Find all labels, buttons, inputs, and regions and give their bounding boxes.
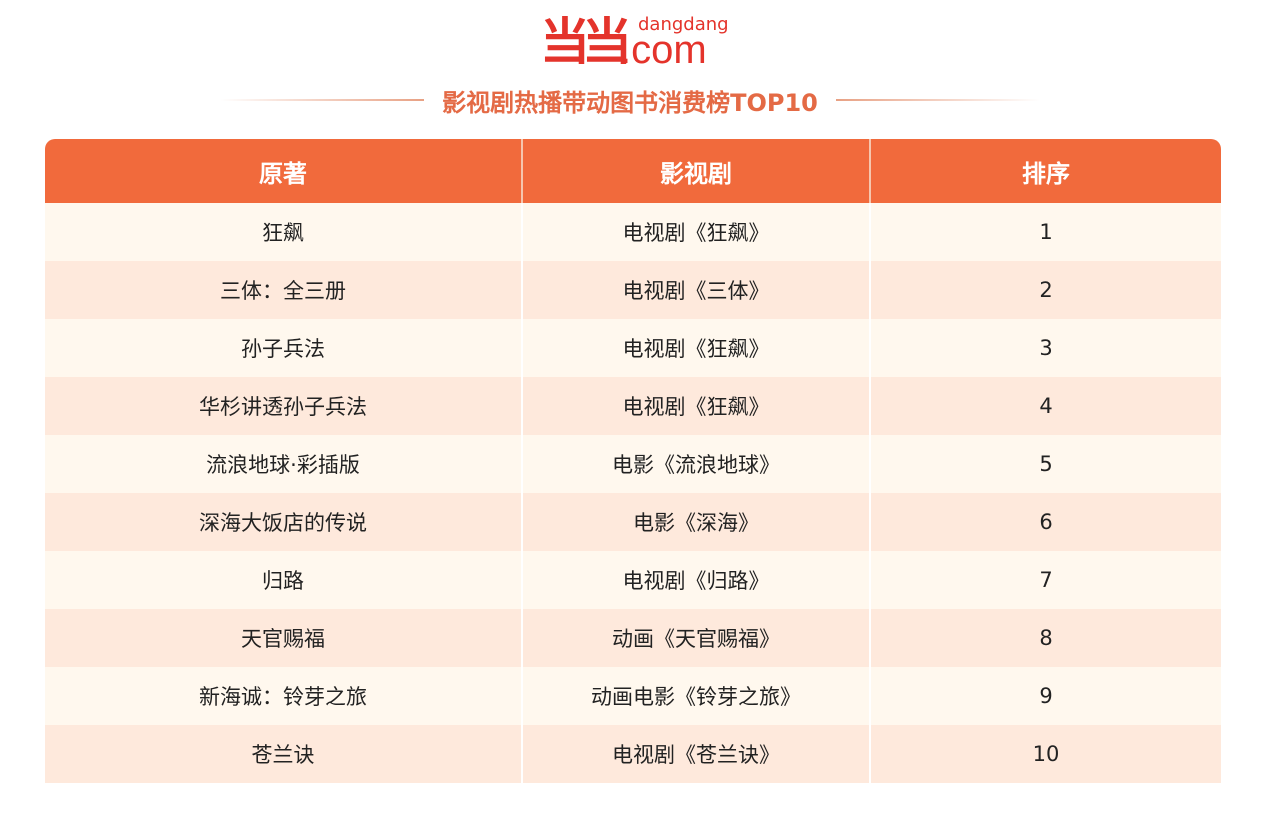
rank-cell: 2 <box>869 261 1221 319</box>
adaptation-cell: 电视剧《归路》 <box>521 551 870 609</box>
table-row: 苍兰诀 电视剧《苍兰诀》 10 <box>45 725 1221 783</box>
original-cell: 天官赐福 <box>45 609 522 667</box>
title-row: 影视剧热播带动图书消费榜TOP10 <box>220 84 1041 117</box>
table-row: 新海诚：铃芽之旅 动画电影《铃芽之旅》 9 <box>45 667 1221 725</box>
rank-cell: 1 <box>869 203 1221 261</box>
logo-text: dangdang .com <box>620 10 744 72</box>
original-cell: 狂飙 <box>45 203 522 261</box>
original-cell: 华杉讲透孙子兵法 <box>45 377 522 435</box>
adaptation-cell: 电视剧《狂飙》 <box>521 319 870 377</box>
header-adaptation: 影视剧 <box>521 139 870 203</box>
header-original: 原著 <box>45 139 522 203</box>
rank-cell: 5 <box>869 435 1221 493</box>
original-cell: 新海诚：铃芽之旅 <box>45 667 522 725</box>
original-cell: 深海大饭店的传说 <box>45 493 522 551</box>
original-cell: 孙子兵法 <box>45 319 522 377</box>
adaptation-cell: 电视剧《苍兰诀》 <box>521 725 870 783</box>
table-row: 孙子兵法 电视剧《狂飙》 3 <box>45 319 1221 377</box>
adaptation-cell: 电影《流浪地球》 <box>521 435 870 493</box>
original-cell: 苍兰诀 <box>45 725 522 783</box>
logo-mark: 当当 <box>540 13 632 71</box>
rank-cell: 10 <box>869 725 1221 783</box>
adaptation-cell: 电影《深海》 <box>521 493 870 551</box>
adaptation-cell: 电视剧《三体》 <box>521 261 870 319</box>
table-header: 原著 影视剧 排序 <box>45 139 1221 203</box>
adaptation-cell: 电视剧《狂飙》 <box>521 377 870 435</box>
rank-cell: 4 <box>869 377 1221 435</box>
table-row: 天官赐福 动画《天官赐福》 8 <box>45 609 1221 667</box>
adaptation-cell: 动画电影《铃芽之旅》 <box>521 667 870 725</box>
table-row: 华杉讲透孙子兵法 电视剧《狂飙》 4 <box>45 377 1221 435</box>
table-row: 深海大饭店的传说 电影《深海》 6 <box>45 493 1221 551</box>
original-cell: 归路 <box>45 551 522 609</box>
rank-cell: 8 <box>869 609 1221 667</box>
rank-cell: 6 <box>869 493 1221 551</box>
logo-com: .com <box>620 28 707 72</box>
page-title: 影视剧热播带动图书消费榜TOP10 <box>442 88 818 117</box>
adaptation-cell: 电视剧《狂飙》 <box>521 203 870 261</box>
rank-cell: 7 <box>869 551 1221 609</box>
rank-cell: 9 <box>869 667 1221 725</box>
logo-dangdang: dangdang <box>638 14 729 35</box>
dangdang-logo: 当当 dangdang .com <box>540 10 744 72</box>
table-row: 三体：全三册 电视剧《三体》 2 <box>45 261 1221 319</box>
header-rank: 排序 <box>869 139 1221 203</box>
original-cell: 三体：全三册 <box>45 261 522 319</box>
table-row: 归路 电视剧《归路》 7 <box>45 551 1221 609</box>
table-row: 流浪地球·彩插版 电影《流浪地球》 5 <box>45 435 1221 493</box>
original-cell: 流浪地球·彩插版 <box>45 435 522 493</box>
rank-cell: 3 <box>869 319 1221 377</box>
ranking-table: 原著 影视剧 排序 狂飙 电视剧《狂飙》 1 三体：全三册 电视剧《三体》 2 孙子兵法 电视… <box>45 139 1221 783</box>
table-row: 狂飙 电视剧《狂飙》 1 <box>45 203 1221 261</box>
adaptation-cell: 动画《天官赐福》 <box>521 609 870 667</box>
divider-right <box>835 99 1041 101</box>
divider-left <box>220 99 425 101</box>
